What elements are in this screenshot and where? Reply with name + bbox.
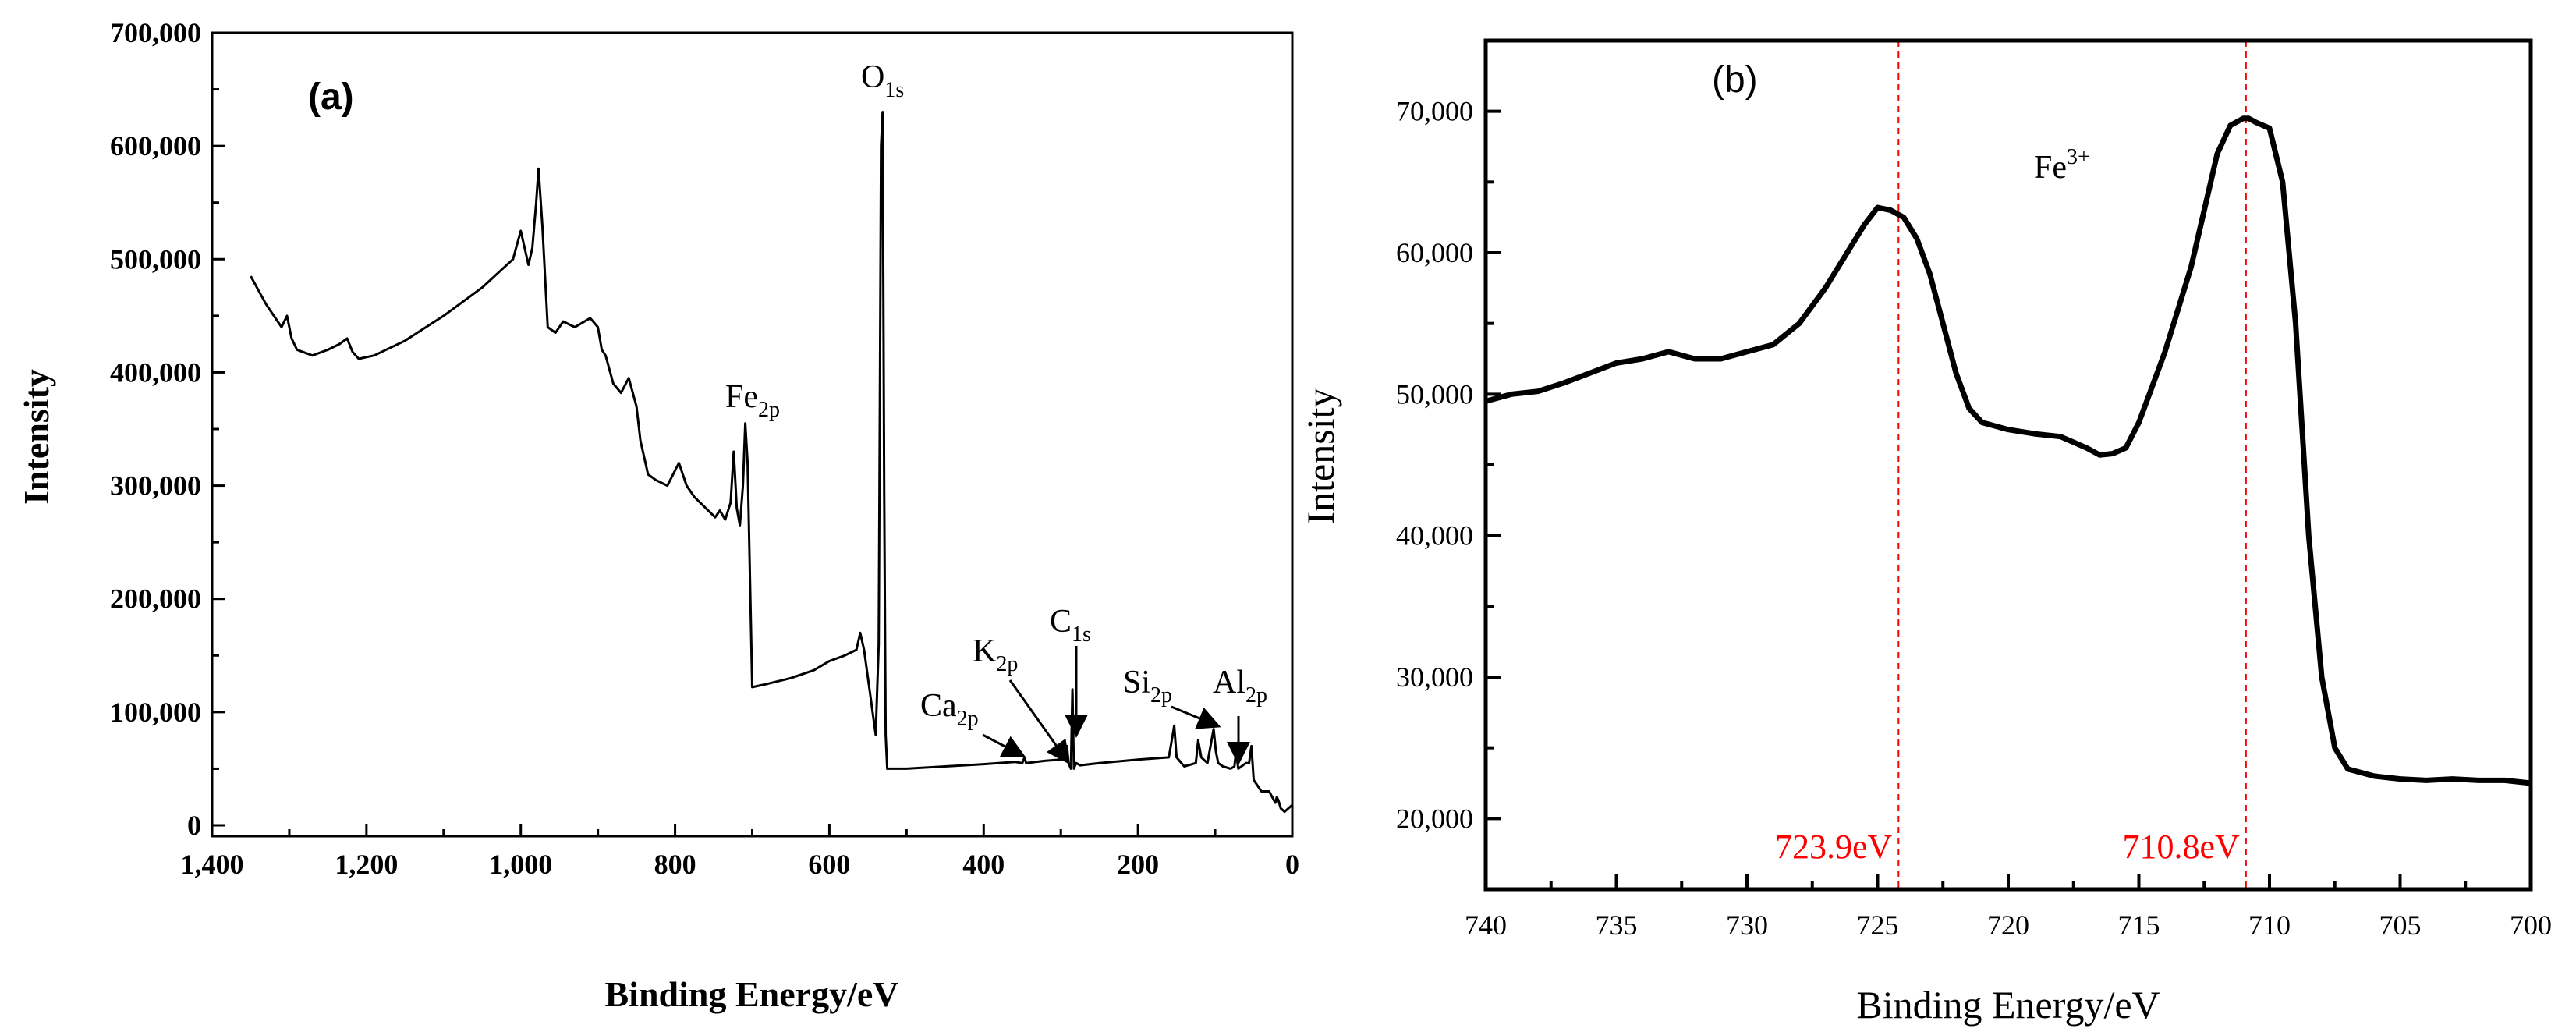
panel-a-tick-labels: 1,400 1,200 1,000 800 600 400 200 0 0 100,000 200,… [110, 17, 1299, 880]
annotation-ca2p: Ca2p [920, 688, 979, 731]
panel-b-axes [1484, 39, 2532, 891]
panel-b-series-line [1485, 115, 2532, 786]
panel-b-y-tick-label: 70,000 [1396, 96, 1473, 127]
panel-b-y-tick-label: 40,000 [1396, 520, 1473, 551]
panel-b-plot-frame [1483, 38, 2533, 892]
panel-a-series-line [250, 111, 1293, 814]
arrow-k2p [1008, 679, 1070, 764]
panel-a-x-axis-title: Binding Energy/eV [604, 974, 898, 1014]
panel-b-x-tick-label: 740 [1465, 910, 1507, 941]
panel-b-tick-labels: 740 735 730 725 720 715 710 705 700 20,000 30,000 4… [1396, 96, 2552, 941]
annotation-si2p: Si2p [1123, 665, 1172, 708]
panel-a-x-tick-label: 600 [808, 849, 850, 880]
panel-b-y-tick-label: 50,000 [1396, 378, 1473, 410]
reference-line-label: 723.9eV [1775, 828, 1893, 866]
panel-a-x-tick-label: 1,400 [181, 849, 244, 880]
panel-b-series [1485, 115, 2532, 786]
panel-a-x-tick-label: 1,000 [489, 849, 552, 880]
arrow-ca2p [982, 733, 1026, 757]
panel-b-reference-lines: 723.9eV 710.8eV [1775, 41, 2247, 889]
panel-a-y-tick-label: 400,000 [110, 356, 201, 388]
panel-b-y-axis-title: Intensity [1299, 388, 1342, 525]
reference-line-label: 710.8eV [2123, 828, 2241, 866]
panel-a-x-tick-label: 1,200 [335, 849, 398, 880]
annotation-fe2p: Fe2p [725, 379, 780, 422]
annotation-c1s: C1s [1050, 604, 1091, 647]
panel-b-y-tick-label: 20,000 [1396, 803, 1473, 834]
panel-b-x-tick-label: 720 [1987, 910, 2029, 941]
panel-b-y-tick-label: 30,000 [1396, 661, 1473, 693]
panel-b-x-tick-label: 735 [1596, 910, 1638, 941]
panel-b-y-tick-label: 60,000 [1396, 237, 1473, 268]
panel-b-chart: 740 735 730 725 720 715 710 705 700 20,000 30,000 4… [1299, 38, 2552, 1027]
panel-b-label: (b) [1712, 59, 1758, 101]
panel-a-y-tick-label: 300,000 [110, 470, 201, 502]
annotation-al2p: Al2p [1213, 665, 1267, 708]
panel-a-y-tick-label: 100,000 [110, 697, 201, 728]
annotation-o1s: O1s [861, 59, 904, 102]
annotation-k2p: K2p [973, 633, 1018, 676]
panel-a-x-tick-label: 400 [962, 849, 1005, 880]
panel-b-x-tick-label: 730 [1726, 910, 1768, 941]
panel-b-x-tick-label: 710 [2248, 910, 2291, 941]
panel-b-x-tick-label: 700 [2510, 910, 2552, 941]
panel-a-chart: 1,400 1,200 1,000 800 600 400 200 0 0 100,000 200,… [16, 17, 1299, 1014]
panel-a-y-tick-label: 600,000 [110, 130, 201, 161]
panel-a-plot-frame [211, 31, 1294, 838]
panel-a-y-tick-label: 700,000 [110, 17, 201, 48]
panel-a-y-tick-label: 200,000 [110, 583, 201, 615]
panel-b-x-axis-title: Binding Energy/eV [1856, 983, 2160, 1027]
panel-a-x-tick-label: 0 [1285, 849, 1299, 880]
panel-a-x-tick-label: 800 [654, 849, 696, 880]
panel-a-x-tick-label: 200 [1117, 849, 1159, 880]
panel-a-y-tick-label: 500,000 [110, 243, 201, 275]
panel-a-y-tick-label: 0 [187, 810, 201, 841]
panel-a-axes [211, 31, 1294, 836]
arrow-si2p [1171, 705, 1221, 729]
panel-b-x-tick-label: 715 [2118, 910, 2160, 941]
panel-b-x-tick-label: 705 [2379, 910, 2422, 941]
panel-a-series [250, 111, 1293, 814]
panel-b-x-tick-label: 725 [1857, 910, 1899, 941]
panel-a-y-axis-title: Intensity [16, 369, 56, 505]
panel-a-label: (a) [308, 76, 354, 118]
annotation-fe3plus: Fe3+ [2034, 145, 2090, 186]
